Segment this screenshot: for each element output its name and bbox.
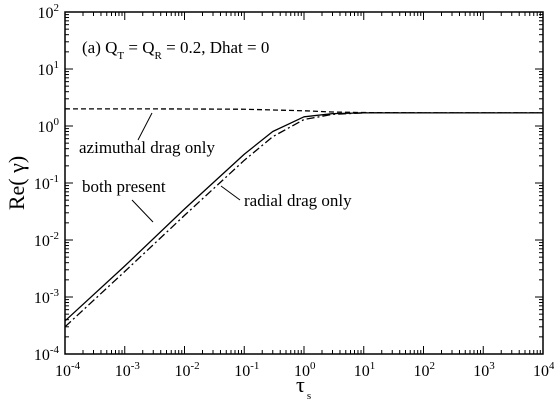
x-tick-label: 10-1 <box>234 360 259 380</box>
y-tick-label: 10-3 <box>34 287 60 307</box>
annotation-both: both present <box>82 177 166 196</box>
y-tick-label: 10-4 <box>34 344 60 364</box>
annotation-azimuthal-pointer <box>137 112 153 141</box>
series-line-2 <box>65 108 543 114</box>
x-tick-label: 102 <box>414 360 436 380</box>
annotation-radial-pointer <box>220 185 241 201</box>
x-tick-label: 101 <box>354 360 376 380</box>
x-tick-label: 10-3 <box>115 360 141 380</box>
series-lines <box>64 108 543 328</box>
x-tick-label: 10-2 <box>175 360 200 380</box>
annotation-azimuthal: azimuthal drag only <box>79 138 215 157</box>
chart-title: (a) QT = QR = 0.2, Dhat = 0 <box>82 38 269 62</box>
y-axis-label: Re( γ) <box>4 156 29 210</box>
y-tick-label: 101 <box>38 59 60 79</box>
x-tick-label: 103 <box>473 360 495 380</box>
y-tick-label: 10-1 <box>34 173 59 193</box>
y-tick-label: 102 <box>38 2 60 22</box>
y-tick-label: 10-2 <box>34 230 59 250</box>
y-tick-label: 100 <box>38 116 60 136</box>
x-tick-label: 10-4 <box>55 360 81 380</box>
ticks <box>64 11 544 355</box>
annotation-radial: radial drag only <box>244 191 352 210</box>
tick-labels: 10-4 10-3 10-2 10-1 100 101 102 103 104 10-4 10-3 1… <box>34 2 554 380</box>
x-tick-label: 100 <box>294 360 316 380</box>
x-tick-label: 104 <box>533 360 554 380</box>
annotation-both-pointer <box>131 199 154 223</box>
